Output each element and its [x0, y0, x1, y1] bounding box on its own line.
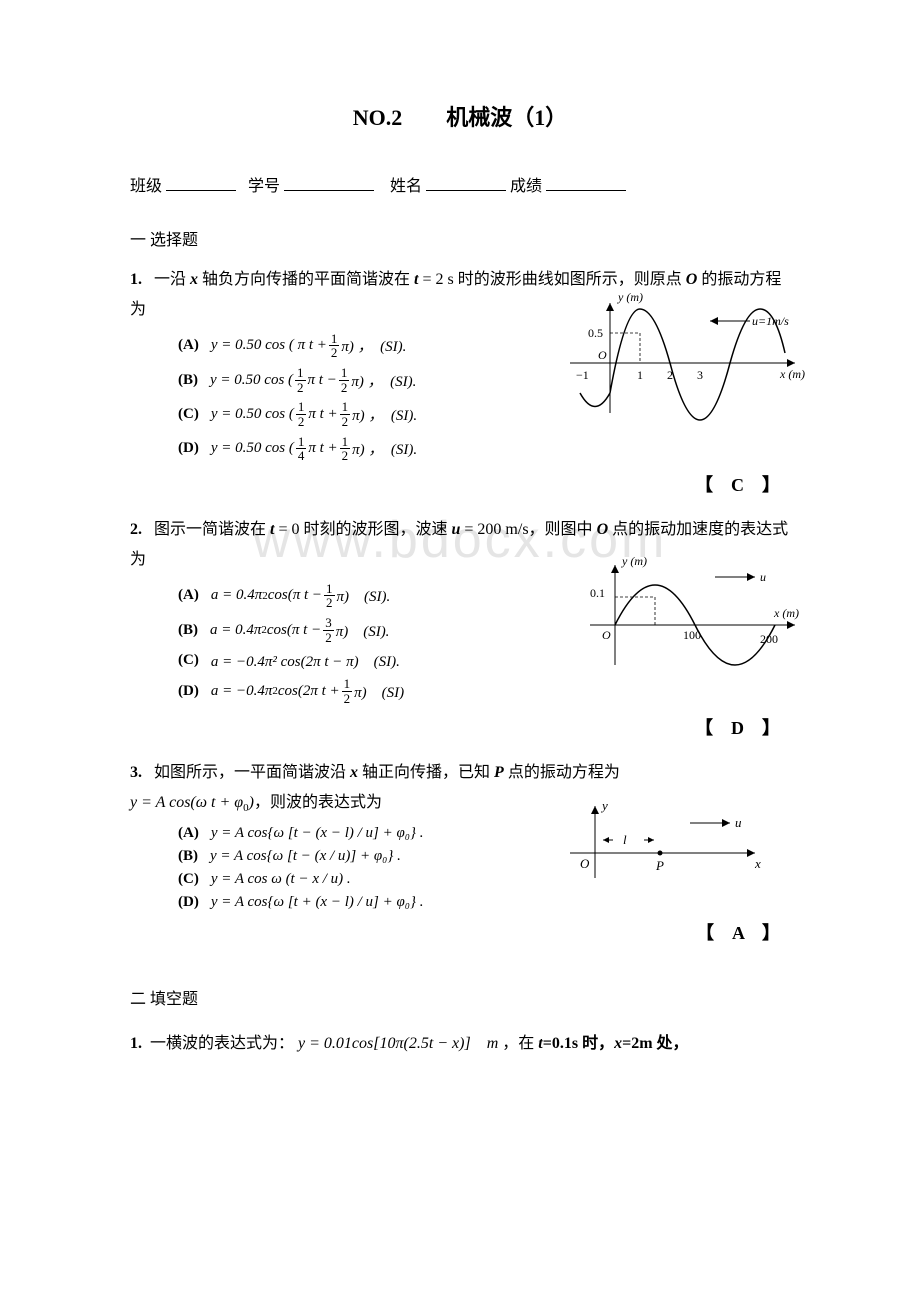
q2-origin: O [602, 628, 611, 642]
class-label: 班级 [130, 178, 162, 195]
q1-answer: 【 C 】 [130, 471, 790, 497]
section-1-heading: 一 选择题 [130, 226, 790, 250]
q3-ylabel: y [600, 798, 608, 813]
q3-origin: O [580, 856, 590, 871]
question-3: 3. 如图所示，一平面简谐波沿 x 轴正向传播，已知 P 点的振动方程为 y =… [130, 758, 790, 945]
page-title: NO.2 机械波（1） [130, 100, 790, 132]
name-blank [426, 190, 506, 191]
q1-ytick: 0.5 [588, 326, 603, 340]
q2-u-label: u [760, 570, 766, 584]
q2-xlabel: x (m) [773, 606, 799, 620]
student-info-line: 班级 学号 姓名 成绩 [130, 172, 790, 196]
q2-optD: (D) a = −0.4π2 cos(2π t + 12 π) (SI) [178, 677, 790, 705]
q3-answer: 【 A 】 [130, 919, 790, 945]
id-blank [284, 190, 374, 191]
q2-xtick-100: 100 [683, 628, 701, 642]
q1-xtick-3: 3 [697, 368, 703, 382]
grade-label: 成绩 [510, 178, 542, 195]
grade-blank [546, 190, 626, 191]
class-blank [166, 190, 236, 191]
q2-figure: y (m) x (m) 0.1 O 100 200 u [560, 555, 810, 680]
q1-xtick-neg1: −1 [576, 368, 589, 382]
q1-origin: O [598, 348, 607, 362]
q3-optD: (D) y = A cos{ω [t + (x − l) / u] + φ₀} … [178, 894, 790, 911]
q1-ylabel: y (m) [617, 293, 643, 304]
fill-question-1: 1. 一横波的表达式为： y = 0.01cos[10π(2.5t − x)] … [130, 1029, 790, 1059]
q1-xlabel: x (m) [779, 367, 805, 381]
q1-xtick-2: 2 [667, 368, 673, 382]
id-label: 学号 [248, 178, 280, 195]
q3-xlabel: x [754, 856, 761, 871]
question-1: 1. 一沿 x 轴负方向传播的平面简谐波在 t = 2 s 时的波形曲线如图所示… [130, 265, 790, 497]
q2-answer: 【 D 】 [130, 714, 790, 740]
q1-optD: (D) y = 0.50 cos ( 14 π t + 12 π) ， (SI)… [178, 435, 790, 463]
question-2: www.bdocx.com 2. 图示一简谐波在 t = 0 时刻的波形图，波速… [130, 515, 790, 740]
q1-figure: y (m) x (m) 0.5 O −1 1 2 3 u=1m/s [560, 293, 810, 428]
section-2-heading: 二 填空题 [130, 985, 790, 1009]
fill1-text: 1. 一横波的表达式为： y = 0.01cos[10π(2.5t − x)] … [130, 1029, 790, 1059]
q2-ylabel: y (m) [621, 555, 647, 568]
q1-num: 1. [130, 271, 142, 288]
q2-ytick: 0.1 [590, 586, 605, 600]
q3-figure: y x O P l u [560, 798, 770, 893]
q3-u: u [735, 815, 742, 830]
q3-l: l [623, 832, 627, 847]
q3-num: 3. [130, 764, 142, 781]
name-label: 姓名 [390, 178, 422, 195]
q3-P: P [655, 858, 664, 873]
q2-num: 2. [130, 521, 142, 538]
q2-xtick-200: 200 [760, 632, 778, 646]
q1-xtick-1: 1 [637, 368, 643, 382]
q1-u-label: u=1m/s [752, 314, 789, 328]
fill1-num: 1. [130, 1035, 142, 1052]
